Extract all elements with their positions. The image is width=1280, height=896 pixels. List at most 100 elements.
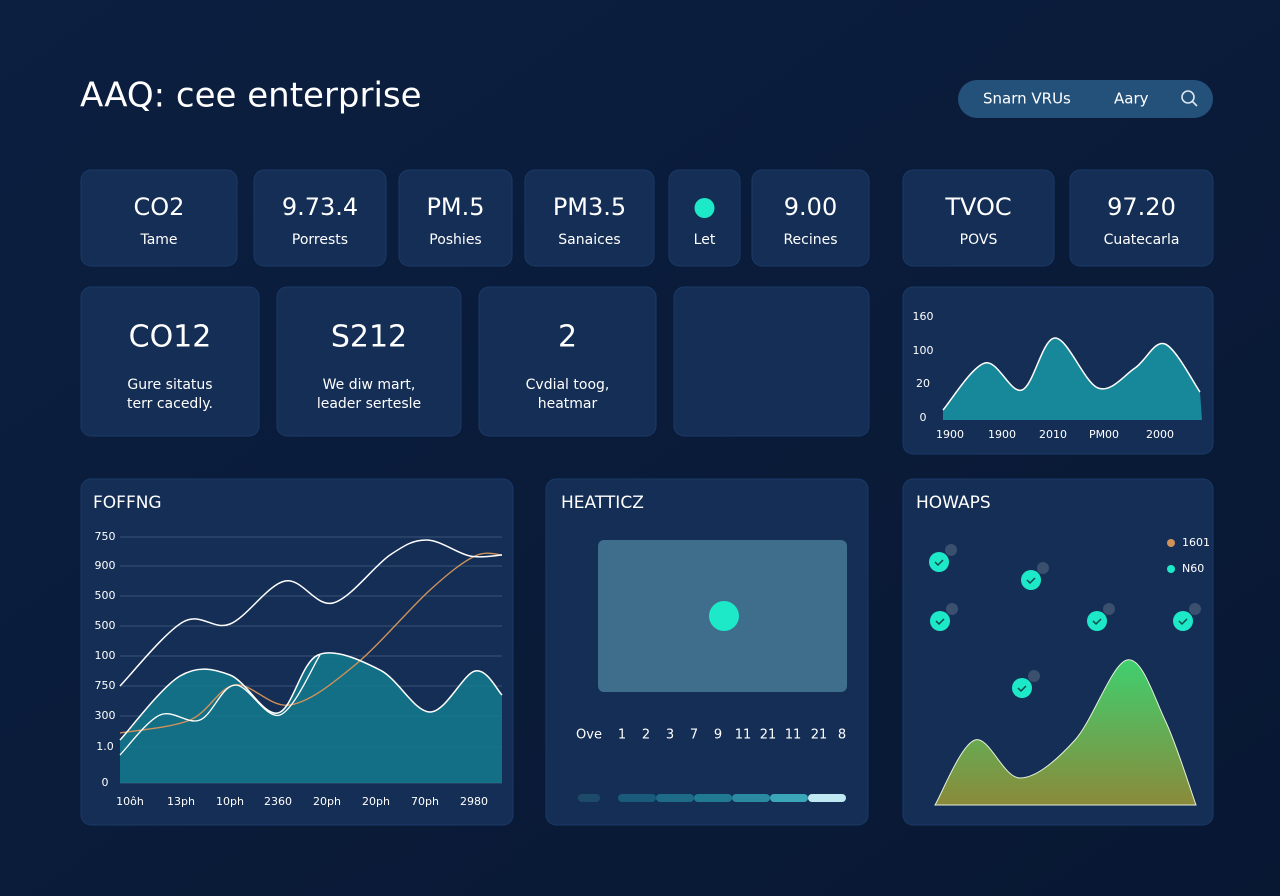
x-tick-label: 20ph: [313, 795, 341, 808]
trend-area: [943, 337, 1202, 420]
panel-title: FOFFNG: [93, 493, 162, 513]
card: [80, 286, 260, 437]
search-icon-handle: [1191, 100, 1198, 107]
card: [478, 286, 657, 437]
scale-label: 8: [838, 728, 846, 743]
card: [524, 169, 655, 267]
scale-label: 11: [785, 728, 802, 743]
x-tick-label: 20ph: [362, 795, 390, 808]
card: [398, 169, 513, 267]
stat-label: Recines: [783, 232, 837, 248]
y-tick-label: 500: [95, 619, 116, 632]
scale-segment: [694, 794, 732, 802]
info-value: CO12: [129, 320, 212, 355]
y-tick-label: 160: [913, 310, 934, 323]
card: [253, 169, 387, 267]
card: [276, 286, 462, 437]
info-value: 2: [558, 320, 577, 355]
line-white: [119, 539, 503, 687]
stat-label: Porrests: [292, 232, 348, 248]
scale-label: 21: [760, 728, 777, 743]
legend-label: N60: [1182, 562, 1204, 575]
y-tick-label: 750: [95, 679, 116, 692]
y-tick-label: 750: [95, 530, 116, 543]
search-icon[interactable]: [1181, 90, 1195, 104]
info-text: terr cacedly.: [127, 396, 213, 412]
heatmap-dot: [709, 601, 739, 631]
x-tick-label: 1900: [936, 428, 964, 441]
trend-line: [942, 337, 1201, 411]
search-label: Snarn VRUs: [983, 90, 1071, 108]
y-tick-label: 1.0: [96, 740, 114, 753]
card: [1069, 169, 1214, 267]
scale-label: Ove: [576, 728, 602, 743]
info-text: Gure sitatus: [127, 377, 212, 393]
search-bar[interactable]: [958, 80, 1213, 118]
info-text: leader sertesle: [317, 396, 421, 412]
scale-label: 1: [618, 728, 626, 743]
scale-label: 7: [690, 728, 698, 743]
x-tick-label: 2980: [460, 795, 488, 808]
x-tick-label: 13ph: [167, 795, 195, 808]
stat-value: CO2: [134, 193, 185, 221]
search-filter[interactable]: Aary: [1114, 90, 1149, 108]
bubble-check: [1178, 618, 1188, 626]
x-tick-label: 1900: [988, 428, 1016, 441]
line-white: [119, 654, 321, 756]
card: [751, 169, 870, 267]
panel-title: HOWAPS: [916, 493, 991, 513]
info-text: heatmar: [538, 396, 598, 412]
y-tick-label: 500: [95, 589, 116, 602]
bubble-shadow: [1028, 670, 1040, 682]
bubble: [930, 611, 950, 631]
stat-label: Let: [694, 232, 716, 248]
bubble-check: [1026, 577, 1036, 585]
card: [80, 169, 238, 267]
area: [120, 652, 502, 783]
info-text: We diw mart,: [323, 377, 416, 393]
y-tick-label: 0: [102, 776, 109, 789]
x-tick-label: 2010: [1039, 428, 1067, 441]
x-tick-label: 2000: [1146, 428, 1174, 441]
bubble-check: [1017, 685, 1027, 693]
stat-label: Tame: [139, 232, 177, 248]
x-tick-label: 10ph: [216, 795, 244, 808]
page-title: AAQ: cee enterprise: [80, 76, 422, 116]
bubble-shadow: [946, 603, 958, 615]
bubble-shadow: [1037, 562, 1049, 574]
bubble-check: [935, 618, 945, 626]
scale-label: 9: [714, 728, 722, 743]
stat-label: Poshies: [429, 232, 481, 248]
x-tick-label: 10ôh: [116, 795, 144, 808]
y-tick-label: 0: [920, 411, 927, 424]
stat-label: Cuatecarla: [1104, 232, 1180, 248]
bubble-check: [934, 559, 944, 567]
legend-dot: [1167, 565, 1175, 573]
panel-title: HEATTICZ: [561, 493, 644, 513]
card: [902, 169, 1055, 267]
x-tick-label: 70ph: [411, 795, 439, 808]
info-text: Cvdial toog,: [526, 377, 610, 393]
bubble-check: [1092, 618, 1102, 626]
scale-segment: [808, 794, 846, 802]
x-tick-label: PM00: [1089, 428, 1119, 441]
scale-label: 2: [642, 728, 650, 743]
scale-segment: [656, 794, 694, 802]
y-tick-label: 100: [95, 649, 116, 662]
bubble: [1173, 611, 1193, 631]
scale-segment: [578, 794, 600, 802]
card: [673, 286, 870, 437]
scale-label: 3: [666, 728, 674, 743]
stat-value: TVOC: [944, 193, 1011, 221]
bubble: [1012, 678, 1032, 698]
y-tick-label: 900: [95, 559, 116, 572]
scale-segment: [732, 794, 770, 802]
line-orange: [119, 552, 503, 734]
bubble: [1087, 611, 1107, 631]
y-tick-label: 20: [916, 377, 930, 390]
info-value: S212: [331, 320, 407, 355]
line-white: [119, 652, 503, 741]
stat-label: Sanaices: [558, 232, 620, 248]
